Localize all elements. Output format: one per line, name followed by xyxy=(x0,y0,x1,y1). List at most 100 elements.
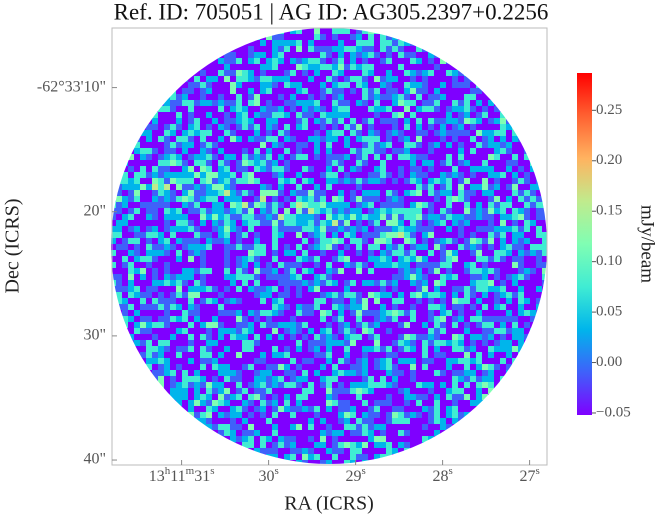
image-pixel xyxy=(236,154,242,160)
image-pixel xyxy=(218,106,224,112)
image-pixel xyxy=(368,196,374,202)
image-pixel xyxy=(446,58,452,64)
image-pixel xyxy=(212,118,218,124)
image-pixel xyxy=(236,238,242,244)
image-pixel xyxy=(452,70,458,76)
image-pixel xyxy=(146,142,152,148)
image-pixel xyxy=(272,94,278,100)
image-pixel xyxy=(416,70,422,76)
image-pixel xyxy=(290,250,296,256)
image-pixel xyxy=(302,196,308,202)
image-pixel xyxy=(302,280,308,286)
image-pixel xyxy=(111,262,116,268)
image-pixel xyxy=(302,226,308,232)
image-pixel xyxy=(176,154,182,160)
image-pixel xyxy=(272,280,278,286)
image-pixel xyxy=(230,376,236,382)
image-pixel xyxy=(422,280,428,286)
image-pixel xyxy=(230,130,236,136)
image-pixel xyxy=(530,334,536,340)
image-pixel xyxy=(392,34,398,40)
image-pixel xyxy=(416,52,422,58)
image-pixel xyxy=(386,448,392,454)
image-pixel xyxy=(476,106,482,112)
image-pixel xyxy=(320,352,326,358)
image-pixel xyxy=(266,178,272,184)
image-pixel xyxy=(248,412,254,418)
image-pixel xyxy=(230,64,236,70)
image-pixel xyxy=(416,316,422,322)
image-pixel xyxy=(182,316,188,322)
image-pixel xyxy=(314,412,320,418)
image-pixel xyxy=(176,394,182,400)
image-pixel xyxy=(506,346,512,352)
image-pixel xyxy=(194,394,200,400)
image-pixel xyxy=(380,52,386,58)
image-pixel xyxy=(542,244,547,250)
image-pixel xyxy=(506,118,512,124)
image-pixel xyxy=(302,64,308,70)
image-pixel xyxy=(506,196,512,202)
image-pixel xyxy=(182,178,188,184)
image-pixel xyxy=(362,76,368,82)
image-pixel xyxy=(476,280,482,286)
image-pixel xyxy=(344,202,350,208)
image-pixel xyxy=(338,400,344,406)
image-pixel xyxy=(158,262,164,268)
image-pixel xyxy=(170,328,176,334)
image-pixel xyxy=(296,376,302,382)
image-pixel xyxy=(446,250,452,256)
image-pixel xyxy=(134,274,140,280)
image-pixel xyxy=(482,220,488,226)
image-pixel xyxy=(500,154,506,160)
image-pixel xyxy=(140,184,146,190)
image-pixel xyxy=(254,352,260,358)
image-pixel xyxy=(272,34,278,40)
image-pixel xyxy=(260,352,266,358)
image-pixel xyxy=(428,400,434,406)
image-pixel xyxy=(158,334,164,340)
image-pixel xyxy=(500,190,506,196)
image-pixel xyxy=(350,394,356,400)
image-pixel xyxy=(536,298,542,304)
image-pixel xyxy=(530,196,536,202)
image-pixel xyxy=(212,298,218,304)
image-pixel xyxy=(152,382,158,388)
image-pixel xyxy=(344,214,350,220)
image-pixel xyxy=(206,148,212,154)
image-pixel xyxy=(464,328,470,334)
image-pixel xyxy=(182,190,188,196)
image-pixel xyxy=(248,184,254,190)
image-pixel xyxy=(182,238,188,244)
image-pixel xyxy=(176,232,182,238)
image-pixel xyxy=(206,82,212,88)
image-pixel xyxy=(236,118,242,124)
image-pixel xyxy=(404,190,410,196)
image-pixel xyxy=(218,352,224,358)
image-pixel xyxy=(320,232,326,238)
image-pixel xyxy=(218,262,224,268)
image-pixel xyxy=(410,220,416,226)
image-pixel xyxy=(116,238,122,244)
image-pixel xyxy=(158,172,164,178)
image-pixel xyxy=(338,430,344,436)
image-pixel xyxy=(272,412,278,418)
image-pixel xyxy=(278,364,284,370)
image-pixel xyxy=(512,154,518,160)
image-pixel xyxy=(314,358,320,364)
image-pixel xyxy=(308,256,314,262)
image-pixel xyxy=(422,244,428,250)
image-pixel xyxy=(458,280,464,286)
image-pixel xyxy=(344,148,350,154)
image-pixel xyxy=(500,340,506,346)
image-pixel xyxy=(230,250,236,256)
image-pixel xyxy=(176,94,182,100)
image-pixel xyxy=(350,70,356,76)
image-pixel xyxy=(506,166,512,172)
image-pixel xyxy=(368,262,374,268)
image-pixel xyxy=(296,100,302,106)
image-pixel xyxy=(320,196,326,202)
image-pixel xyxy=(494,352,500,358)
image-pixel xyxy=(464,418,470,424)
image-pixel xyxy=(284,232,290,238)
